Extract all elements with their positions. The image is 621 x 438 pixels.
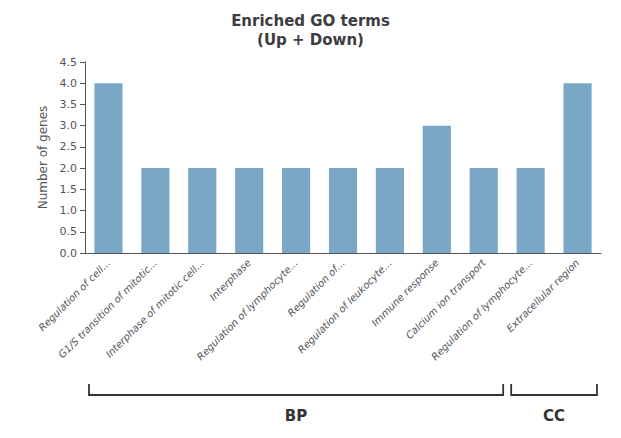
svg-text:0.0: 0.0 <box>60 247 78 260</box>
svg-text:Extracellular region: Extracellular region <box>504 257 581 334</box>
svg-text:Regulation of cell...: Regulation of cell... <box>36 257 113 334</box>
svg-text:2.0: 2.0 <box>60 162 78 175</box>
svg-text:Calcium ion transport: Calcium ion transport <box>404 256 489 341</box>
svg-text:0.5: 0.5 <box>60 225 78 238</box>
svg-text:1.0: 1.0 <box>60 204 78 217</box>
svg-text:Number of genes: Number of genes <box>36 106 50 210</box>
svg-text:1.5: 1.5 <box>60 183 78 196</box>
svg-text:Interphase: Interphase <box>207 257 253 303</box>
svg-text:G1/S transition of mitotic...: G1/S transition of mitotic... <box>56 257 159 360</box>
svg-text:Interphase of mitotic cell...: Interphase of mitotic cell... <box>104 257 207 360</box>
svg-text:Regulation of leukocyte...: Regulation of leukocyte... <box>296 257 394 355</box>
svg-text:CC: CC <box>543 407 565 425</box>
svg-text:BP: BP <box>285 407 307 425</box>
svg-text:Regulation of lymphocyte...: Regulation of lymphocyte... <box>195 257 300 362</box>
svg-text:Immune response: Immune response <box>369 257 441 329</box>
svg-text:3.5: 3.5 <box>60 98 78 111</box>
svg-text:Regulation of lymphocyte...: Regulation of lymphocyte... <box>429 257 534 362</box>
svg-text:2.5: 2.5 <box>60 140 78 153</box>
svg-text:Regulation of...: Regulation of... <box>285 257 347 319</box>
svg-text:4.5: 4.5 <box>60 56 78 69</box>
svg-text:Enriched GO terms: Enriched GO terms <box>231 12 390 30</box>
svg-text:3.0: 3.0 <box>60 119 78 132</box>
svg-text:4.0: 4.0 <box>60 77 78 90</box>
svg-text:(Up + Down): (Up + Down) <box>257 31 364 49</box>
